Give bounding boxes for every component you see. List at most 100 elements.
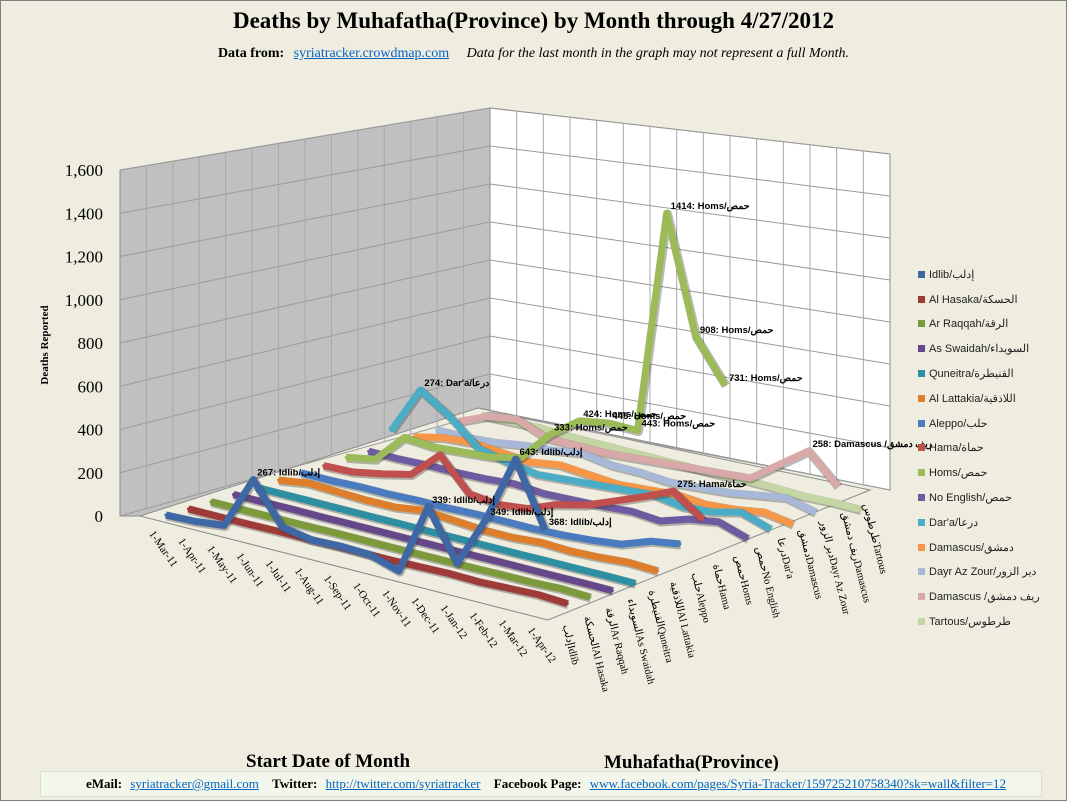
data-point: [784, 496, 788, 500]
data-point: [364, 498, 368, 502]
data-point: [532, 527, 536, 531]
legend-swatch: [918, 543, 925, 551]
data-point: [384, 544, 388, 548]
data-point: [434, 428, 438, 432]
data-point: [548, 433, 552, 437]
data-point: [478, 580, 482, 584]
data-point: [467, 492, 471, 496]
data-point: [339, 544, 343, 548]
data-point: [186, 507, 190, 511]
data-point: [471, 566, 475, 570]
data-point: [703, 502, 707, 506]
legend-label: Dar'a/درعا: [929, 516, 979, 529]
data-point: [348, 522, 352, 526]
legend: Idlib/إدلب Al Hasaka/الحسكة Ar Raqqah/الرق…: [918, 262, 1063, 634]
data-point: [493, 440, 497, 444]
x-tick-label: 1-May-11: [204, 543, 239, 586]
data-point: [389, 429, 393, 433]
x-tick-label: 1-Jan-12: [438, 603, 470, 641]
data-point: [344, 455, 348, 459]
data-point: [565, 602, 569, 606]
data-point: [719, 471, 723, 475]
data-point: [791, 522, 795, 526]
data-point: [519, 456, 523, 460]
data-point: [528, 460, 532, 464]
data-point: [723, 383, 727, 387]
data-point: [435, 544, 439, 548]
twitter-link[interactable]: http://twitter.com/syriatracker: [325, 776, 481, 791]
data-label: 908: Homs/حمص: [700, 325, 774, 336]
series-layer: [164, 209, 863, 609]
data-point: [700, 517, 704, 521]
legend-item: Ar Raqqah/الرقة: [918, 312, 1063, 337]
data-point: [368, 553, 372, 557]
data-point: [636, 429, 640, 433]
data-point: [604, 574, 608, 578]
data-point: [496, 503, 500, 507]
data-label: 274: Dar'a/درعا: [424, 378, 490, 389]
facebook-link[interactable]: www.facebook.com/pages/Syria-Tracker/159…: [589, 776, 1006, 791]
data-point: [555, 503, 559, 507]
data-point: [606, 421, 610, 425]
data-point: [380, 472, 384, 476]
data-label: 368: Idlib/إدلب: [549, 517, 612, 528]
data-point: [445, 506, 449, 510]
data-point: [357, 485, 361, 489]
data-point: [290, 507, 294, 511]
chart-title: Deaths by Muhafatha(Province) by Month t…: [232, 8, 835, 33]
data-point: [625, 449, 629, 453]
data-point: [474, 512, 478, 516]
data-point: [748, 476, 752, 480]
y-tick-label: 1,400: [65, 204, 103, 223]
data-point: [341, 508, 345, 512]
data-point: [503, 520, 507, 524]
data-point: [596, 442, 600, 446]
data-point: [771, 485, 775, 489]
data-point: [658, 519, 662, 523]
data-point: [567, 434, 571, 438]
x-tick-label: 1-Sep-11: [321, 573, 354, 613]
data-point: [539, 540, 543, 544]
data-point: [633, 581, 637, 585]
series-line-as-swaidah: [232, 491, 614, 595]
x-tick-label: 1-Oct-11: [350, 581, 382, 620]
series-tick-label: حمصHoms: [732, 554, 755, 606]
series-tick-label: طرطوسTartous: [860, 502, 889, 575]
data-point: [584, 503, 588, 507]
legend-swatch: [918, 295, 925, 303]
legend-swatch: [918, 419, 925, 427]
data-point: [836, 484, 840, 488]
data-point: [571, 498, 575, 502]
data-label: 731: Homs/حمص: [729, 373, 803, 384]
chart-gridlines: [119, 107, 891, 517]
email-link[interactable]: syriatracker@gmail.com: [130, 776, 259, 791]
data-point: [687, 517, 691, 521]
series-tick-label: القنيطرةQuneitra: [646, 589, 676, 664]
data-point: [420, 565, 424, 569]
legend-item: Homs/حمص: [918, 460, 1063, 485]
data-point: [299, 471, 303, 475]
data-point: [490, 455, 494, 459]
data-point: [613, 499, 617, 503]
data-point: [535, 472, 539, 476]
data-point: [512, 482, 516, 486]
data-from-label: Data from:: [217, 46, 285, 61]
data-point: [367, 449, 371, 453]
data-point: [609, 463, 613, 467]
data-point: [806, 449, 810, 453]
legend-label: Hama/حماة: [929, 442, 984, 455]
data-point: [697, 485, 701, 489]
legend-label: Al Lattakia/اللاذقية: [929, 392, 1016, 405]
data-point: [559, 587, 563, 591]
series-tick-label: إدلبIdlib: [560, 623, 582, 666]
legend-item: Dar'a/درعا: [918, 510, 1063, 535]
data-point: [681, 505, 685, 509]
data-point: [402, 436, 406, 440]
data-source-link[interactable]: syriatracker.crowdmap.com: [293, 46, 450, 61]
data-point: [667, 480, 671, 484]
data-point: [813, 510, 817, 514]
data-point: [543, 527, 547, 531]
x-axis-title: Start Date of Month: [246, 751, 411, 772]
data-point: [655, 569, 659, 573]
data-point: [800, 494, 804, 498]
